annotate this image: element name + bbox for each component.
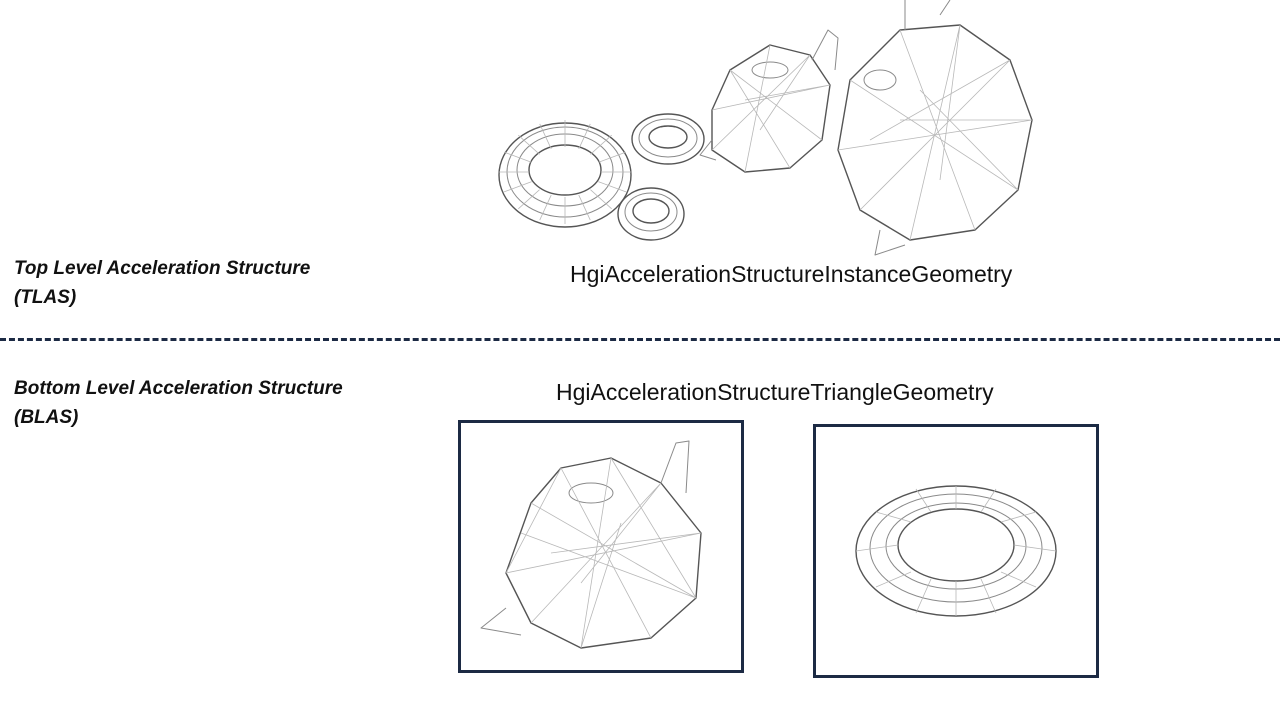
tlas-instance-scene xyxy=(498,0,1033,256)
torus-spoke xyxy=(518,134,540,155)
tlas-torus-small-bottom-icon xyxy=(617,187,685,241)
blas-label: Bottom Level Acceleration Structure (BLA… xyxy=(14,374,343,432)
blas-label-line1: Bottom Level Acceleration Structure xyxy=(14,378,343,399)
teapot-wireframe-icon xyxy=(480,440,702,649)
blas-teapot-box xyxy=(458,420,744,673)
tlas-label-line1: Top Level Acceleration Structure xyxy=(14,258,311,279)
torus-spoke xyxy=(578,123,591,150)
blas-caption: HgiAccelerationStructureTriangleGeometry xyxy=(556,379,994,405)
tlas-teapot-large-icon xyxy=(837,0,1033,256)
torus-spoke xyxy=(598,151,627,163)
torus-spoke xyxy=(503,181,532,193)
torus-spoke xyxy=(518,189,540,210)
blas-torus-box xyxy=(813,424,1099,678)
torus-spoke xyxy=(503,151,532,163)
tlas-label: Top Level Acceleration Structure (TLAS) xyxy=(14,254,310,312)
blas-label-line2: (BLAS) xyxy=(14,407,79,428)
torus-spoke xyxy=(590,189,612,210)
torus-spoke xyxy=(578,194,591,221)
torus-spoke xyxy=(590,134,612,155)
tlas-caption: HgiAccelerationStructureInstanceGeometry xyxy=(570,261,1013,287)
torus-spoke xyxy=(598,181,627,193)
tlas-label-line2: (TLAS) xyxy=(14,287,77,308)
torus-spoke xyxy=(539,123,552,150)
tlas-torus-large-icon xyxy=(498,120,632,228)
tlas-blas-divider xyxy=(0,338,1280,341)
tlas-torus-small-top-icon xyxy=(631,113,705,165)
torus-spoke xyxy=(539,194,552,221)
torus-wireframe-icon xyxy=(855,485,1057,617)
tlas-teapot-medium-icon xyxy=(699,29,839,173)
